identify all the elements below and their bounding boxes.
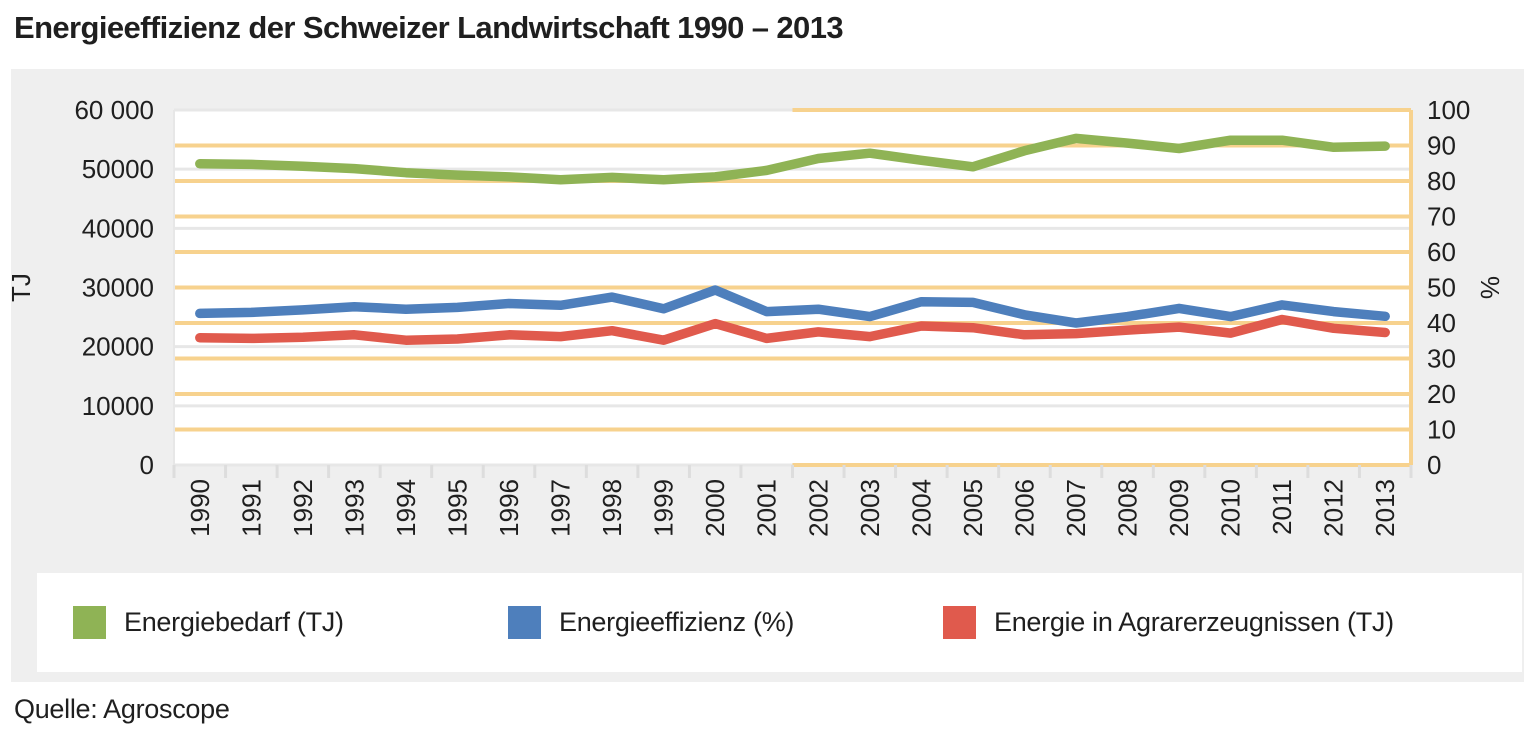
axis-label: 1996	[494, 479, 524, 537]
axis-label: 1999	[649, 479, 679, 537]
axis-label: 2004	[906, 479, 936, 537]
series-line-energie-in-agrarerzeugnissen-tj	[195, 314, 1390, 345]
axis-label: 2009	[1164, 479, 1194, 537]
axis-label: 1997	[546, 479, 576, 537]
axis-label: 2001	[752, 479, 782, 537]
axis-label: 1994	[391, 479, 421, 537]
axis-label: 70	[1427, 202, 1456, 232]
legend-swatch-blue	[508, 606, 541, 639]
axis-label: 60 000	[74, 95, 154, 125]
axis-label: 1992	[288, 479, 318, 537]
axis-label: 30000	[82, 273, 154, 303]
axis-label: 10000	[82, 391, 154, 421]
page-title: Energieeffizienz der Schweizer Landwirts…	[14, 10, 844, 45]
axis-label: 1998	[597, 479, 627, 537]
axis-label: 80	[1427, 166, 1456, 196]
axis-label: 60	[1427, 237, 1456, 267]
axis-label: 2008	[1113, 479, 1143, 537]
legend-label: Energiebedarf (TJ)	[124, 607, 344, 637]
series-line-energiebedarf-tj	[195, 133, 1390, 185]
axis-label: %	[1475, 276, 1505, 299]
axis-label: 2006	[1009, 479, 1039, 537]
axis-label: 2010	[1216, 479, 1246, 537]
axis-label: 1995	[442, 479, 472, 537]
axis-label: TJ	[11, 273, 36, 302]
axis-label: 2000	[700, 479, 730, 537]
legend-label: Energie in Agrarerzeugnissen (TJ)	[994, 607, 1394, 637]
axis-label: 1991	[236, 479, 266, 537]
axis-label: 40000	[82, 213, 154, 243]
axis-label: 2003	[855, 479, 885, 537]
axis-label: 20000	[82, 332, 154, 362]
source-line: Quelle: Agroscope	[14, 694, 230, 724]
axis-label: 40	[1427, 308, 1456, 338]
legend-swatch-red	[943, 606, 976, 639]
legend-item-agrarerzeugnisse: Energie in Agrarerzeugnissen (TJ)	[943, 573, 1394, 672]
axis-label: 2013	[1370, 479, 1400, 537]
chart-legend: Energiebedarf (TJ) Energieeffizienz (%) …	[37, 573, 1522, 672]
legend-item-energiebedarf: Energiebedarf (TJ)	[73, 573, 344, 672]
axis-label: 100	[1427, 95, 1470, 125]
axis-label: 90	[1427, 131, 1456, 161]
chart-canvas: 60 0005000040000300002000010000010090807…	[11, 95, 1505, 537]
axis-label: 50000	[82, 154, 154, 184]
axis-label: 1990	[185, 479, 215, 537]
axis-label: 10	[1427, 415, 1456, 445]
axis-label: 1993	[339, 479, 369, 537]
series-line-energieeffizienz	[195, 285, 1390, 328]
axis-label: 2007	[1061, 479, 1091, 537]
axis-label: 0	[140, 450, 154, 480]
axis-label: 2011	[1267, 479, 1297, 535]
legend-label: Energieeffizienz (%)	[559, 607, 795, 637]
axis-label: 2012	[1319, 479, 1349, 537]
axis-label: 2005	[958, 479, 988, 537]
legend-swatch-green	[73, 606, 106, 639]
legend-item-energieeffizienz: Energieeffizienz (%)	[508, 573, 794, 672]
axis-label: 2002	[803, 479, 833, 537]
chart-panel: 60 000 50000 40000 30000 20000 10000 0 100 90 80 7…	[11, 69, 1524, 682]
axis-label: 30	[1427, 344, 1456, 374]
axis-label: 50	[1427, 273, 1456, 303]
axis-label: 20	[1427, 379, 1456, 409]
axis-label: 0	[1427, 450, 1441, 480]
